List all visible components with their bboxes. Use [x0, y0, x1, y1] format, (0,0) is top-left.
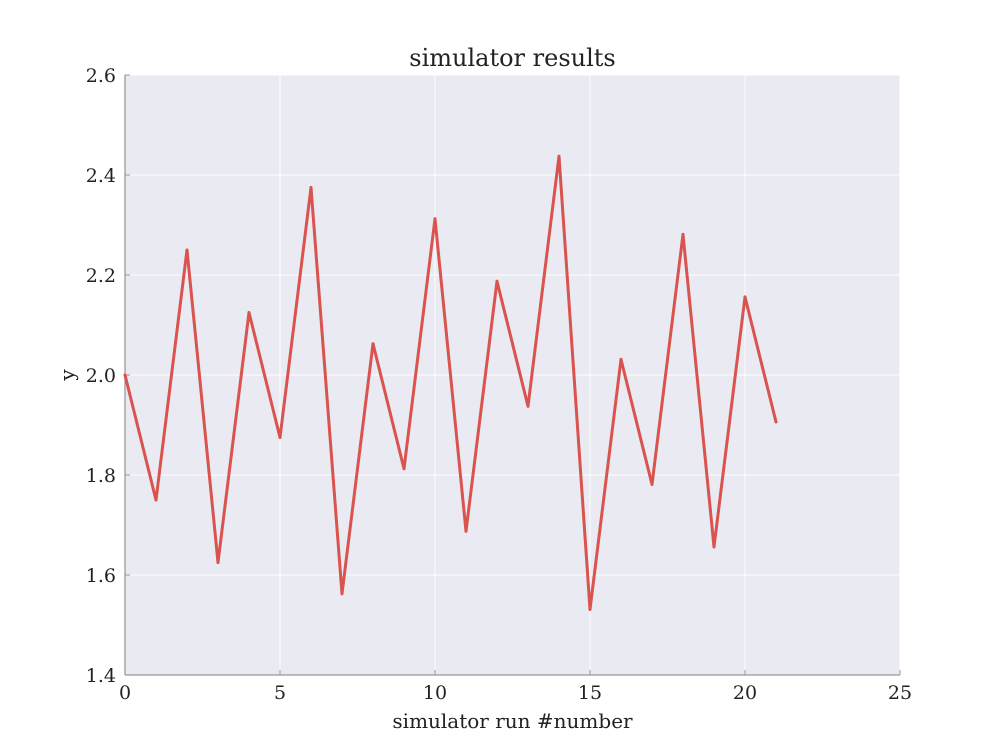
- data-point-8: [371, 342, 375, 346]
- data-point-17: [650, 482, 654, 486]
- series-line-0: [123, 154, 778, 611]
- x-tick-label-5: 25: [888, 682, 912, 704]
- data-point-11: [464, 529, 468, 533]
- series-layer: [123, 154, 778, 611]
- data-point-0: [123, 373, 127, 377]
- data-point-9: [402, 467, 406, 471]
- x-tick-label-0: 0: [119, 682, 131, 704]
- data-point-3: [216, 561, 220, 564]
- y-tick-label-1: 1.6: [86, 565, 116, 587]
- data-point-18: [681, 232, 685, 236]
- data-point-20: [743, 295, 747, 299]
- data-point-12: [495, 279, 499, 283]
- data-point-16: [619, 357, 623, 361]
- data-point-4: [247, 311, 251, 314]
- x-tick-label-1: 5: [274, 682, 286, 704]
- y-tick-label-5: 2.4: [86, 165, 116, 187]
- x-axis-title: simulator run #number: [392, 709, 633, 733]
- data-point-21: [774, 420, 778, 424]
- y-tick-label-0: 1.4: [86, 665, 116, 687]
- data-point-1: [154, 498, 158, 502]
- data-point-10: [433, 217, 437, 221]
- x-tick-label-3: 15: [578, 682, 602, 704]
- y-tick-label-6: 2.6: [86, 65, 116, 87]
- data-point-7: [340, 592, 344, 596]
- x-tick-label-4: 20: [733, 682, 757, 704]
- y-tick-label-4: 2.2: [86, 265, 116, 287]
- y-tick-label-3: 2.0: [86, 365, 116, 387]
- data-point-19: [712, 545, 716, 549]
- data-point-6: [309, 186, 313, 189]
- y-tick-label-2: 1.8: [86, 465, 116, 487]
- data-point-2: [185, 248, 189, 252]
- data-point-14: [557, 154, 561, 158]
- grid-lines: [124, 74, 901, 676]
- data-point-5: [278, 436, 282, 439]
- x-tick-label-2: 10: [423, 682, 447, 704]
- chart-title: simulator results: [409, 44, 615, 72]
- data-point-13: [526, 404, 530, 408]
- tick-labels: 0 5 10 15 20 25 1.4 1.6 1.8 2.0 2.2 2.4 2.6: [86, 65, 912, 704]
- y-axis-title: y: [55, 369, 79, 382]
- data-point-15: [588, 607, 592, 611]
